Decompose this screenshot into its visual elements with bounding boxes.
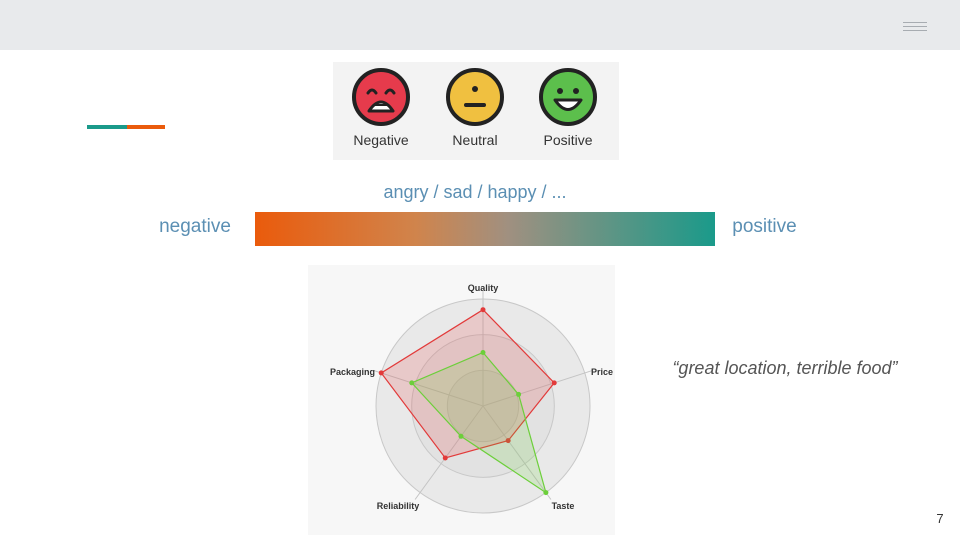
radar-data-point xyxy=(516,391,522,397)
emotion-icons-panel: Negative Neutral Positive xyxy=(333,62,619,160)
emotion-caption: angry / sad / happy / ... xyxy=(383,182,567,202)
review-quote: “great location, terrible food” xyxy=(672,358,898,378)
radar-axis-label: Taste xyxy=(552,501,575,511)
accent-line xyxy=(87,125,165,129)
grinning-face-icon xyxy=(538,67,598,127)
neutral-face-icon xyxy=(445,67,505,127)
laughing-crying-face-icon xyxy=(351,67,411,127)
radar-axis-line xyxy=(372,369,484,407)
radar-data-point xyxy=(480,350,486,355)
radar-axis-line xyxy=(414,405,484,500)
radar-series-area xyxy=(410,351,547,494)
radar-series-area xyxy=(380,308,556,459)
radar-chart: Quality Price Taste Reliability Packaging xyxy=(308,265,615,535)
accent-segment-orange xyxy=(127,125,165,129)
radar-data-point xyxy=(378,370,384,376)
radar-axis-line xyxy=(482,369,594,407)
scale-negative-label: negative xyxy=(159,216,231,237)
radar-axis-label: Price xyxy=(591,367,613,377)
emotion-label-positive: Positive xyxy=(543,132,593,148)
radar-data-point xyxy=(543,490,549,496)
radar-data-point xyxy=(409,380,415,386)
radar-chart-svg: Quality Price Taste Reliability Packaging xyxy=(330,283,613,514)
radar-axis-line xyxy=(482,405,552,500)
sentiment-gradient-bar xyxy=(255,212,715,246)
accent-segment-teal xyxy=(87,125,127,129)
radar-data-point xyxy=(442,455,448,461)
radar-data-point xyxy=(480,307,486,313)
page-number: 7 xyxy=(936,511,944,526)
radar-axis-label: Packaging xyxy=(330,367,375,377)
emotion-label-neutral: Neutral xyxy=(452,132,498,148)
face-negative-fill xyxy=(352,68,410,126)
top-bar xyxy=(0,0,960,50)
radar-axis-label: Reliability xyxy=(377,501,420,511)
radar-data-point xyxy=(551,380,557,386)
emotion-label-negative: Negative xyxy=(353,132,409,148)
menu-icon[interactable] xyxy=(903,22,927,32)
scale-positive-label: positive xyxy=(732,216,797,237)
radar-axis-label: Quality xyxy=(468,283,499,293)
radar-data-point xyxy=(505,438,511,444)
radar-data-point xyxy=(458,433,464,439)
